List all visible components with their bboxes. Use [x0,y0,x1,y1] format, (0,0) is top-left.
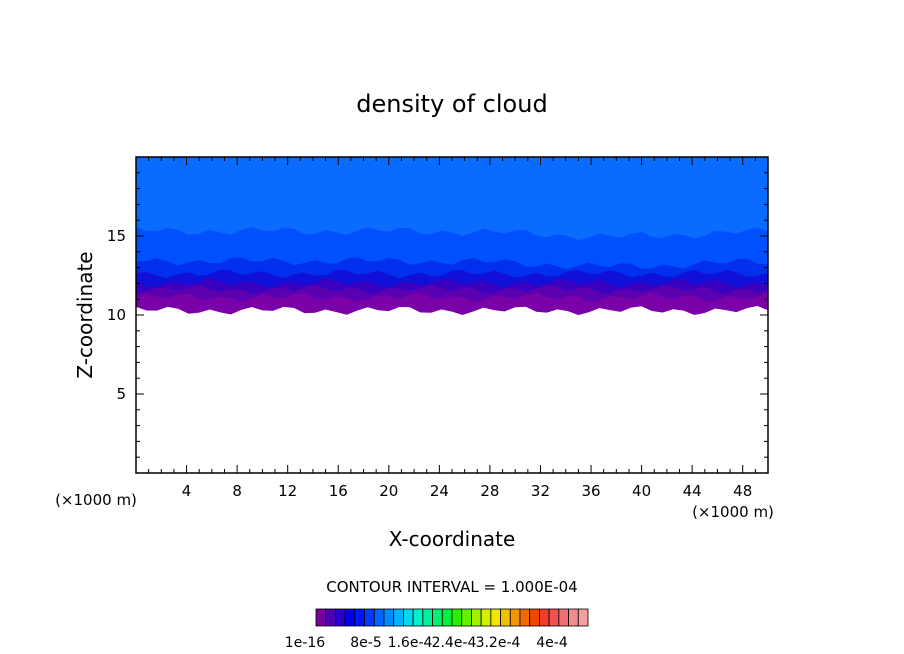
contour-interval-label: CONTOUR INTERVAL = 1.000E-04 [326,578,577,596]
colorbar-swatch [490,608,501,627]
x-unit-label: (×1000 m) [55,491,137,509]
colorbar-swatch [539,608,550,627]
colorbar-swatch [461,608,472,627]
colorbar-swatch [325,608,336,627]
x-tick-label: 20 [379,482,398,500]
contour-band-top [135,156,769,241]
colorbar-swatch [558,608,569,627]
x-tick-label: 40 [632,482,651,500]
colorbar-swatch [568,608,579,627]
x-tick-label: 12 [278,482,297,500]
colorbar-swatch [500,608,511,627]
colorbar-label: 4e-4 [536,635,568,651]
contour-fill [135,156,769,316]
colorbar [315,608,589,627]
colorbar-label: 8e-5 [350,635,381,651]
colorbar-swatch [393,608,404,627]
colorbar-labels: 1e-16 8e-5 1.6e-4 2.4e-4 3.2e-4 4e-4 [285,635,568,651]
x-tick-label: 48 [733,482,752,500]
colorbar-swatch [344,608,356,627]
colorbar-swatch [577,608,589,627]
colorbar-swatch [364,608,375,627]
x-unit-label-right: (×1000 m) [692,503,774,521]
colorbar-swatch [422,608,433,627]
y-axis-label: Z-coordinate [73,251,97,378]
colorbar-swatch [471,608,482,627]
colorbar-label: 1.6e-4 [388,635,433,651]
colorbar-swatch [315,608,327,627]
y-axis: 5 10 15 [107,172,768,458]
colorbar-swatch [383,608,395,627]
colorbar-swatch [509,608,521,627]
colorbar-label: 1e-16 [285,635,325,651]
colorbar-label: 2.4e-4 [432,635,477,651]
y-tick-label: 10 [107,306,126,324]
x-tick-label: 28 [480,482,499,500]
x-tick-label: 8 [232,482,242,500]
y-tick-label: 5 [116,385,126,403]
colorbar-swatch [403,608,414,627]
colorbar-swatch [335,608,346,627]
x-tick-label: 36 [581,482,600,500]
x-tick-label: 32 [531,482,550,500]
x-axis: 4 8 12 16 20 24 28 32 36 40 44 48 [148,157,756,500]
colorbar-swatch [451,608,463,627]
colorbar-swatch [432,608,443,627]
x-axis-label: X-coordinate [389,527,516,551]
x-tick-label: 24 [430,482,449,500]
x-tick-label: 4 [182,482,192,500]
x-tick-label: 44 [683,482,702,500]
chart-title: density of cloud [356,90,547,118]
colorbar-swatch [529,608,540,627]
colorbar-swatch [519,608,531,627]
y-tick-label: 15 [107,227,126,245]
colorbar-swatch [373,608,385,627]
colorbar-swatch [548,608,560,627]
colorbar-swatch [354,608,365,627]
colorbar-swatch [412,608,424,627]
colorbar-swatch [441,608,453,627]
x-tick-label: 16 [329,482,348,500]
colorbar-label: 3.2e-4 [476,635,521,651]
colorbar-swatch [480,608,492,627]
